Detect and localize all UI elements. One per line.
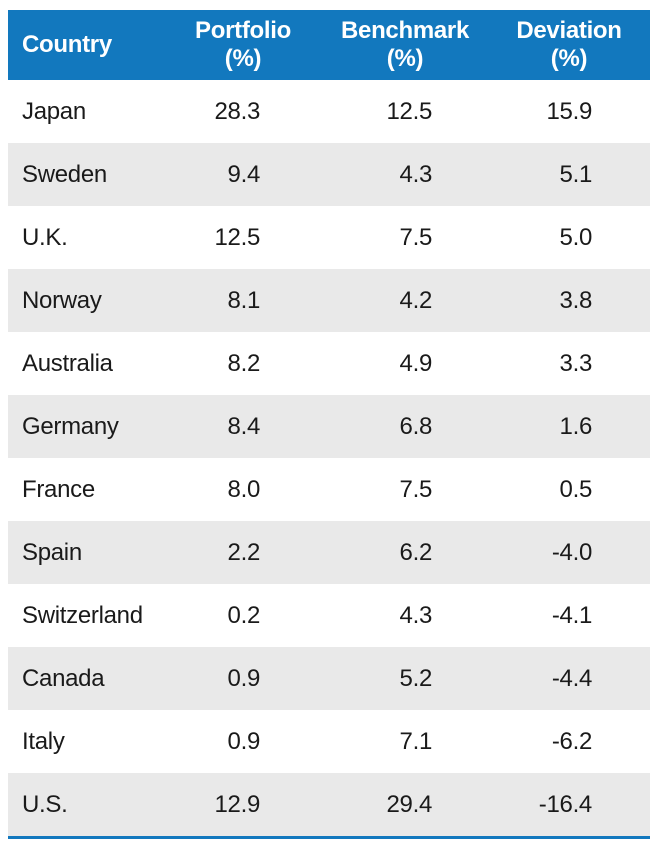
column-header-country: Country — [8, 31, 160, 59]
benchmark-cell: 6.2 — [399, 538, 433, 566]
deviation-cell: 0.5 — [559, 475, 593, 503]
table-row: Germany 8.4 6.8 1.6 — [8, 395, 650, 458]
portfolio-cell: 28.3 — [214, 97, 260, 125]
deviation-cell: 5.1 — [559, 160, 593, 188]
portfolio-cell: 12.5 — [214, 223, 260, 251]
column-header-country-label: Country — [22, 31, 112, 58]
table-header-row: Country Portfolio (%) Benchmark (%) Devi… — [8, 10, 650, 80]
deviation-cell: -6.2 — [551, 727, 592, 755]
deviation-cell: 5.0 — [559, 223, 593, 251]
portfolio-cell: 8.2 — [227, 349, 261, 377]
table-row: U.S. 12.9 29.4 -16.4 — [8, 773, 650, 836]
column-header-benchmark-unit: (%) — [386, 45, 424, 72]
portfolio-cell: 0.9 — [227, 664, 261, 692]
portfolio-cell: 9.4 — [227, 160, 261, 188]
column-header-portfolio: Portfolio (%) — [160, 17, 310, 73]
country-cell: Switzerland — [22, 601, 143, 629]
country-allocation-table: Country Portfolio (%) Benchmark (%) Devi… — [8, 10, 650, 839]
benchmark-cell: 12.5 — [386, 97, 432, 125]
deviation-cell: -16.4 — [538, 790, 593, 818]
column-header-portfolio-label: Portfolio — [195, 17, 291, 44]
column-header-benchmark-label: Benchmark — [340, 17, 470, 44]
deviation-cell: 15.9 — [546, 97, 592, 125]
benchmark-cell: 7.5 — [399, 223, 433, 251]
table-row: Japan 28.3 12.5 15.9 — [8, 80, 650, 143]
benchmark-cell: 5.2 — [399, 664, 433, 692]
deviation-cell: 3.3 — [559, 349, 593, 377]
table-row: Switzerland 0.2 4.3 -4.1 — [8, 584, 650, 647]
table-bottom-rule — [8, 836, 650, 839]
deviation-cell: -4.4 — [551, 664, 592, 692]
portfolio-cell: 8.1 — [227, 286, 261, 314]
table-row: Italy 0.9 7.1 -6.2 — [8, 710, 650, 773]
country-cell: Sweden — [22, 160, 107, 188]
portfolio-cell: 2.2 — [227, 538, 261, 566]
country-cell: Australia — [22, 349, 113, 377]
country-cell: Germany — [22, 412, 119, 440]
table-row: U.K. 12.5 7.5 5.0 — [8, 206, 650, 269]
country-cell: France — [22, 475, 95, 503]
country-cell: U.K. — [22, 223, 68, 251]
deviation-cell: 3.8 — [559, 286, 593, 314]
table-row: Canada 0.9 5.2 -4.4 — [8, 647, 650, 710]
portfolio-cell: 8.0 — [227, 475, 261, 503]
table-row: France 8.0 7.5 0.5 — [8, 458, 650, 521]
column-header-portfolio-unit: (%) — [224, 45, 262, 72]
table-row: Australia 8.2 4.9 3.3 — [8, 332, 650, 395]
benchmark-cell: 4.9 — [399, 349, 433, 377]
country-cell: Japan — [22, 97, 86, 125]
benchmark-cell: 4.2 — [399, 286, 433, 314]
column-header-deviation-label: Deviation — [516, 17, 622, 44]
column-header-deviation: Deviation (%) — [482, 17, 650, 73]
deviation-cell: -4.0 — [551, 538, 592, 566]
country-cell: U.S. — [22, 790, 68, 818]
country-cell: Norway — [22, 286, 102, 314]
benchmark-cell: 4.3 — [399, 160, 433, 188]
benchmark-cell: 29.4 — [386, 790, 432, 818]
portfolio-cell: 0.2 — [227, 601, 261, 629]
country-cell: Spain — [22, 538, 82, 566]
deviation-cell: 1.6 — [559, 412, 593, 440]
deviation-cell: -4.1 — [551, 601, 592, 629]
column-header-deviation-unit: (%) — [550, 45, 588, 72]
table-body: Japan 28.3 12.5 15.9 Sweden 9.4 4.3 5.1 … — [8, 80, 650, 836]
table-row: Norway 8.1 4.2 3.8 — [8, 269, 650, 332]
portfolio-cell: 0.9 — [227, 727, 261, 755]
portfolio-cell: 8.4 — [227, 412, 261, 440]
country-cell: Italy — [22, 727, 65, 755]
benchmark-cell: 6.8 — [399, 412, 433, 440]
column-header-benchmark: Benchmark (%) — [310, 17, 482, 73]
portfolio-cell: 12.9 — [214, 790, 260, 818]
country-cell: Canada — [22, 664, 105, 692]
benchmark-cell: 7.1 — [399, 727, 433, 755]
benchmark-cell: 7.5 — [399, 475, 433, 503]
table-row: Sweden 9.4 4.3 5.1 — [8, 143, 650, 206]
benchmark-cell: 4.3 — [399, 601, 433, 629]
table-row: Spain 2.2 6.2 -4.0 — [8, 521, 650, 584]
